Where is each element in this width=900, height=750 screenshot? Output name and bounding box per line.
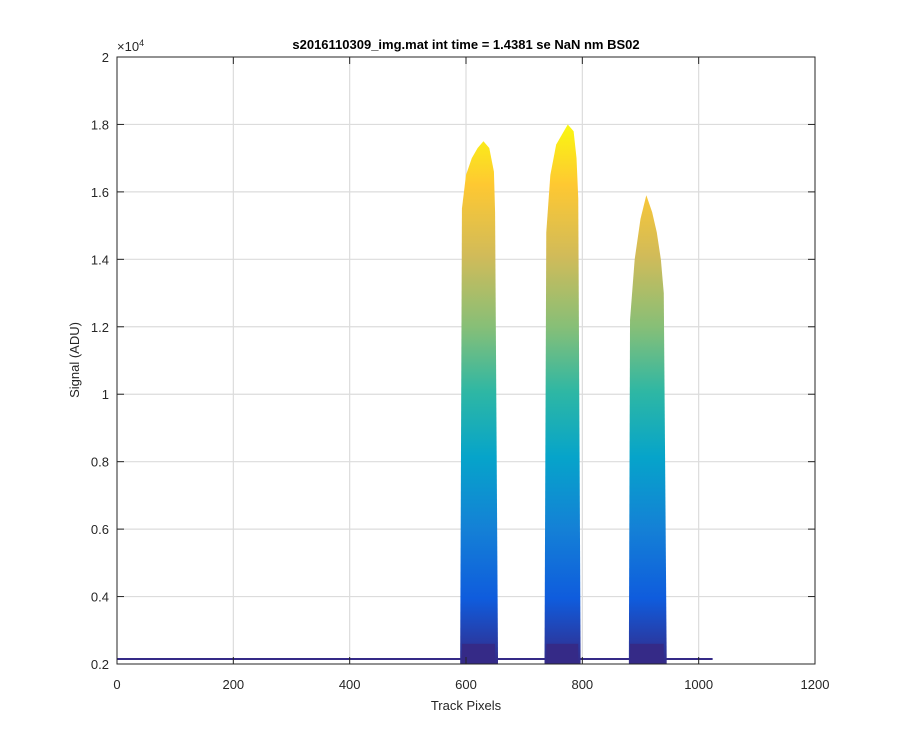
y-tick-label: 1.8	[91, 117, 109, 132]
y-exponent-base: ×10	[117, 39, 139, 54]
x-tick-label: 1200	[801, 677, 830, 692]
tick-layer: 0 200 400 600 800 1000 1200 0.2 0.4 0.6 0.8 1 1.2 1.4…	[91, 50, 830, 692]
peak-area	[544, 124, 581, 664]
y-tick-label: 1.6	[91, 185, 109, 200]
y-tick-label: 0.2	[91, 657, 109, 672]
y-exponent-label: ×104	[117, 38, 144, 54]
y-tick-label: 1.4	[91, 252, 109, 267]
peak-area	[460, 141, 498, 665]
x-tick-label: 800	[571, 677, 593, 692]
peak-base	[461, 643, 496, 663]
y-tick-label: 0.6	[91, 522, 109, 537]
peak-base	[630, 643, 664, 663]
y-axis-label: Signal (ADU)	[67, 322, 82, 398]
chart-title: s2016110309_img.mat int time = 1.4381 se…	[292, 37, 639, 52]
peak-area	[628, 195, 667, 664]
x-tick-label: 200	[222, 677, 244, 692]
y-tick-label: 1	[102, 387, 109, 402]
y-tick-label: 1.2	[91, 320, 109, 335]
x-axis-label: Track Pixels	[431, 698, 502, 713]
data-layer	[117, 124, 713, 665]
x-tick-label: 0	[113, 677, 120, 692]
x-tick-label: 600	[455, 677, 477, 692]
y-tick-label: 0.4	[91, 590, 109, 605]
y-tick-label: 2	[102, 50, 109, 65]
y-exponent-power: 4	[139, 38, 144, 48]
x-tick-label: 400	[339, 677, 361, 692]
x-tick-label: 1000	[684, 677, 713, 692]
y-tick-label: 0.8	[91, 455, 109, 470]
peak-base	[546, 643, 579, 663]
